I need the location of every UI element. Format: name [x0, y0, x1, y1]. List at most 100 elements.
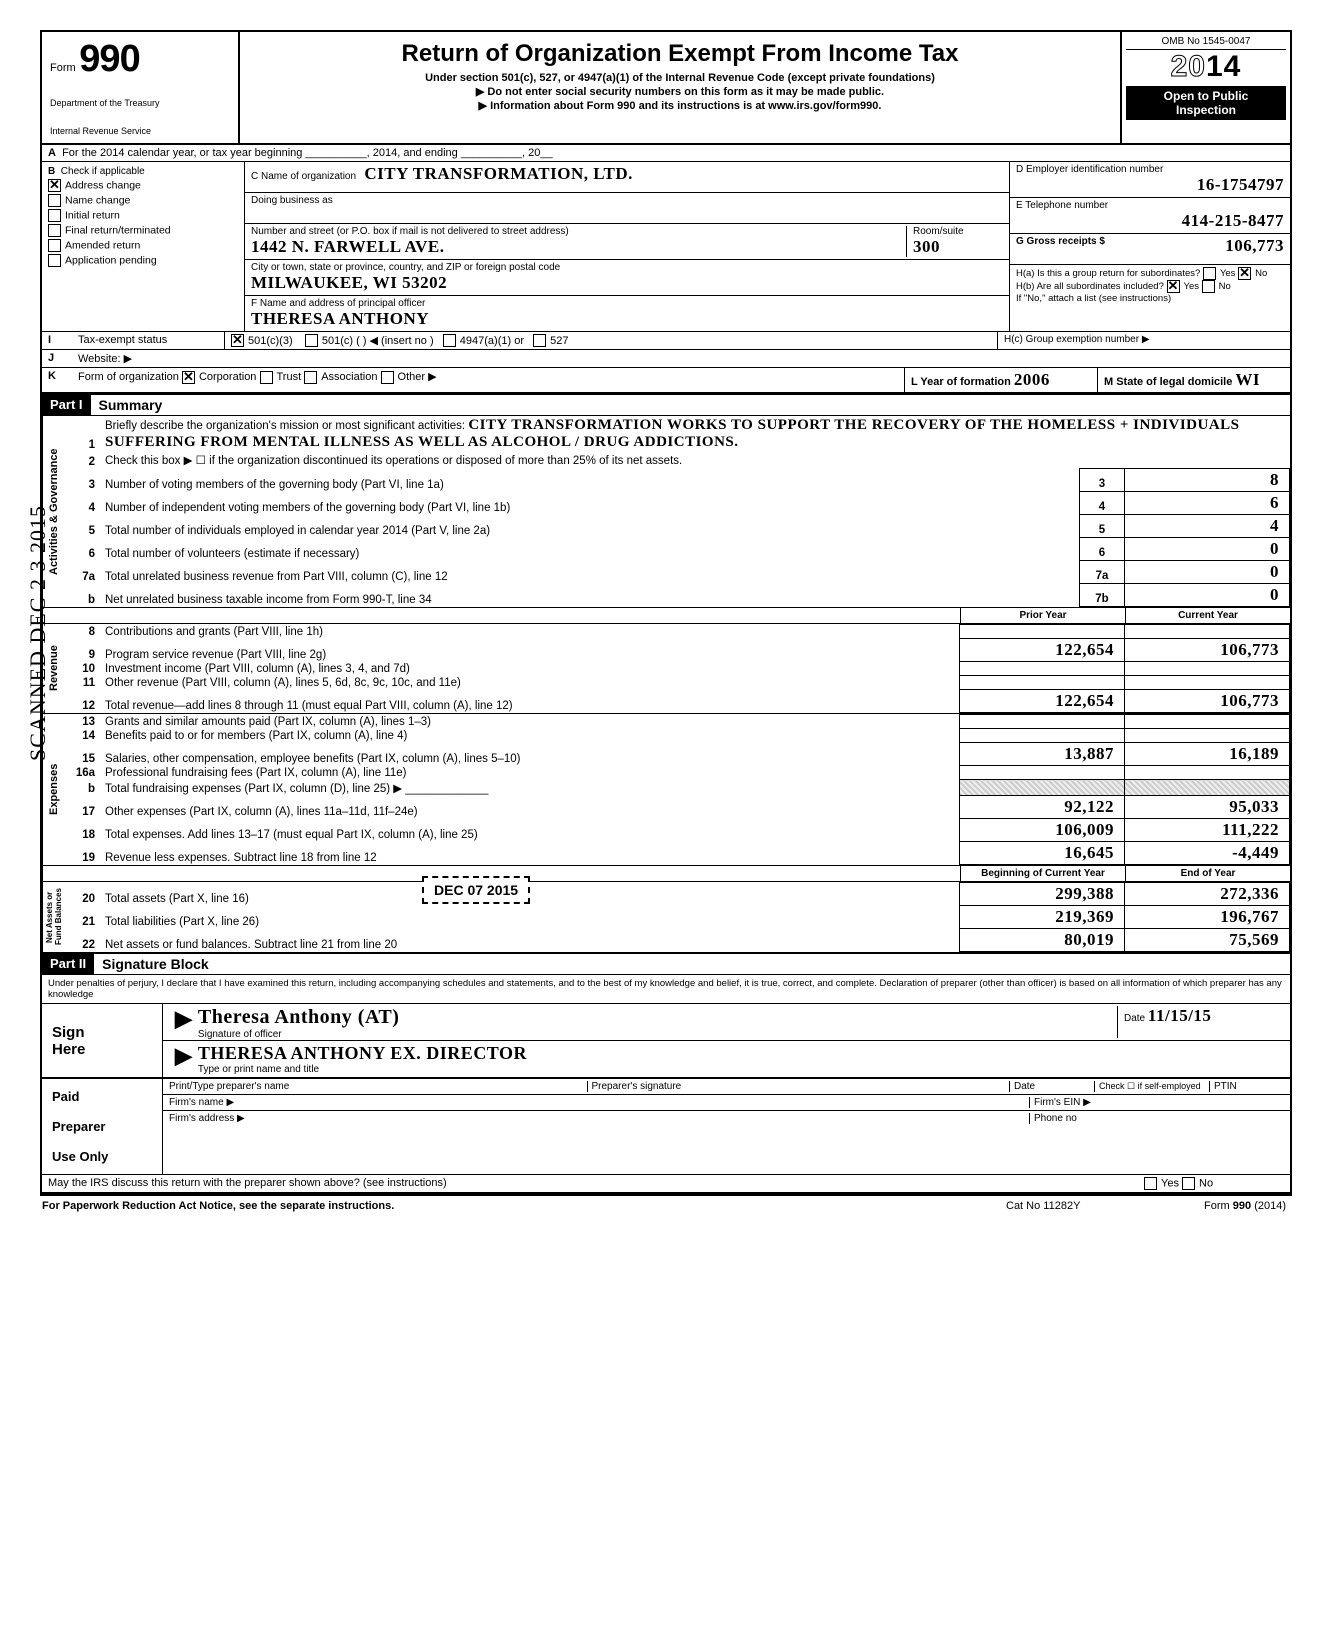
discuss-no[interactable] — [1182, 1177, 1195, 1190]
ptin-label: PTIN — [1210, 1081, 1284, 1092]
chk-app-pending[interactable] — [48, 254, 61, 267]
discuss-yes[interactable] — [1144, 1177, 1157, 1190]
city-label: City or town, state or province, country… — [251, 262, 560, 273]
c-name-label: C Name of organization — [251, 171, 356, 182]
chk-501c[interactable] — [305, 334, 318, 347]
chk-name-change[interactable] — [48, 194, 61, 207]
sign-here-label: SignHere — [42, 1004, 163, 1077]
i-label: Tax-exempt status — [72, 332, 225, 350]
c20: 272,336 — [1125, 883, 1290, 906]
hb-label: H(b) Are all subordinates included? — [1016, 281, 1164, 292]
c9: 106,773 — [1125, 639, 1290, 662]
chk-other[interactable] — [381, 371, 394, 384]
val-3: 8 — [1125, 469, 1290, 492]
form-id-cell: Form 990 Department of the Treasury Inte… — [42, 32, 240, 143]
m-label: M State of legal domicile — [1104, 376, 1232, 388]
title-cell: Return of Organization Exempt From Incom… — [240, 32, 1120, 143]
p19: 16,645 — [960, 842, 1125, 865]
chk-address-change[interactable] — [48, 179, 61, 192]
chk-assoc[interactable] — [304, 371, 317, 384]
room-label: Room/suite — [913, 226, 964, 237]
officer-name: THERESA ANTHONY — [251, 309, 429, 328]
l-label: L Year of formation — [911, 376, 1011, 388]
p22: 80,019 — [960, 929, 1125, 952]
p18: 106,009 — [960, 819, 1125, 842]
form-number: 990 — [79, 38, 139, 80]
gross-receipts: 106,773 — [1225, 236, 1284, 256]
dept-irs: Internal Revenue Service — [50, 127, 230, 137]
part1-title: Summary — [91, 395, 171, 415]
firm-addr-label: Firm's address ▶ — [169, 1113, 1029, 1124]
date-label: Date — [1124, 1013, 1145, 1024]
chk-4947[interactable] — [443, 334, 456, 347]
c21: 196,767 — [1125, 906, 1290, 929]
k-label: Form of organization — [78, 371, 179, 383]
year-cell: OMB No 1545-0047 2014 Open to PublicInsp… — [1120, 32, 1290, 143]
form-990: Form 990 Department of the Treasury Inte… — [40, 30, 1292, 1196]
form-label: Form — [50, 62, 76, 74]
arrow-icon-2: ▶ — [169, 1043, 198, 1075]
col-end: End of Year — [1125, 866, 1290, 881]
perjury-text: Under penalties of perjury, I declare th… — [42, 975, 1290, 1004]
part2-title: Signature Block — [94, 954, 217, 974]
mission-label: Briefly describe the organization's miss… — [105, 420, 465, 432]
name-label: Type or print name and title — [198, 1064, 319, 1075]
dept-treasury: Department of the Treasury — [50, 99, 230, 109]
c19: -4,449 — [1125, 842, 1290, 865]
addr-label: Number and street (or P.O. box if mail i… — [251, 226, 569, 237]
val-7a: 0 — [1125, 561, 1290, 584]
org-name: CITY TRANSFORMATION, LTD. — [364, 164, 633, 183]
cat-no: Cat No 11282Y — [1006, 1200, 1146, 1212]
line-a: A For the 2014 calendar year, or tax yea… — [42, 145, 1290, 162]
signature: Theresa Anthony (AT) — [198, 1006, 400, 1028]
ha-no[interactable] — [1238, 267, 1251, 280]
chk-trust[interactable] — [260, 371, 273, 384]
col-c: C Name of organization CITY TRANSFORMATI… — [245, 162, 1010, 331]
chk-501c3[interactable] — [231, 334, 244, 347]
open-public: Open to PublicInspection — [1126, 86, 1286, 120]
prep-date-label: Date — [1010, 1081, 1095, 1092]
officer-printed: THERESA ANTHONY EX. DIRECTOR — [198, 1043, 527, 1063]
sign-date: 11/15/15 — [1148, 1006, 1212, 1025]
subtitle-2: ▶ Do not enter social security numbers o… — [248, 85, 1112, 98]
prep-name-label: Print/Type preparer's name — [169, 1081, 588, 1092]
vlabel-expenses: Expenses — [42, 714, 65, 865]
vlabel-governance: Activities & Governance — [42, 416, 65, 607]
header-row: Form 990 Department of the Treasury Inte… — [42, 32, 1290, 145]
col-b: B Check if applicable Address change Nam… — [42, 162, 245, 331]
p15: 13,887 — [960, 743, 1125, 766]
ein: 16-1754797 — [1016, 175, 1284, 195]
chk-amended[interactable] — [48, 239, 61, 252]
chk-initial-return[interactable] — [48, 209, 61, 222]
officer-label: F Name and address of principal officer — [251, 298, 425, 309]
year-formation: 2006 — [1014, 370, 1050, 389]
c22: 75,569 — [1125, 929, 1290, 952]
d-label: D Employer identification number — [1016, 164, 1163, 175]
form-title: Return of Organization Exempt From Incom… — [248, 40, 1112, 68]
c18: 111,222 — [1125, 819, 1290, 842]
street-address: 1442 N. FARWELL AVE. — [251, 237, 444, 256]
chk-final-return[interactable] — [48, 224, 61, 237]
subtitle-3: ▶ Information about Form 990 and its ins… — [248, 99, 1112, 112]
sig-label: Signature of officer — [198, 1029, 282, 1040]
p9: 122,654 — [960, 639, 1125, 662]
form-ref: Form 990 (2014) — [1146, 1200, 1286, 1212]
hb-no[interactable] — [1202, 280, 1215, 293]
dba-label: Doing business as — [251, 195, 333, 206]
part1-tag: Part I — [42, 395, 91, 415]
e-label: E Telephone number — [1016, 200, 1108, 211]
paid-prep-label: PaidPreparerUse Only — [42, 1079, 163, 1174]
chk-527[interactable] — [533, 334, 546, 347]
p21: 219,369 — [960, 906, 1125, 929]
col-de: D Employer identification number 16-1754… — [1010, 162, 1290, 331]
col-prior: Prior Year — [960, 608, 1125, 623]
hb-yes[interactable] — [1167, 280, 1180, 293]
c15: 16,189 — [1125, 743, 1290, 766]
pra-notice: For Paperwork Reduction Act Notice, see … — [42, 1200, 1006, 1212]
ha-yes[interactable] — [1203, 267, 1216, 280]
chk-corp[interactable] — [182, 371, 195, 384]
p20: 299,388 — [960, 883, 1125, 906]
c17: 95,033 — [1125, 796, 1290, 819]
self-emp-label: Check ☐ if self-employed — [1095, 1081, 1210, 1092]
val-5: 4 — [1125, 515, 1290, 538]
